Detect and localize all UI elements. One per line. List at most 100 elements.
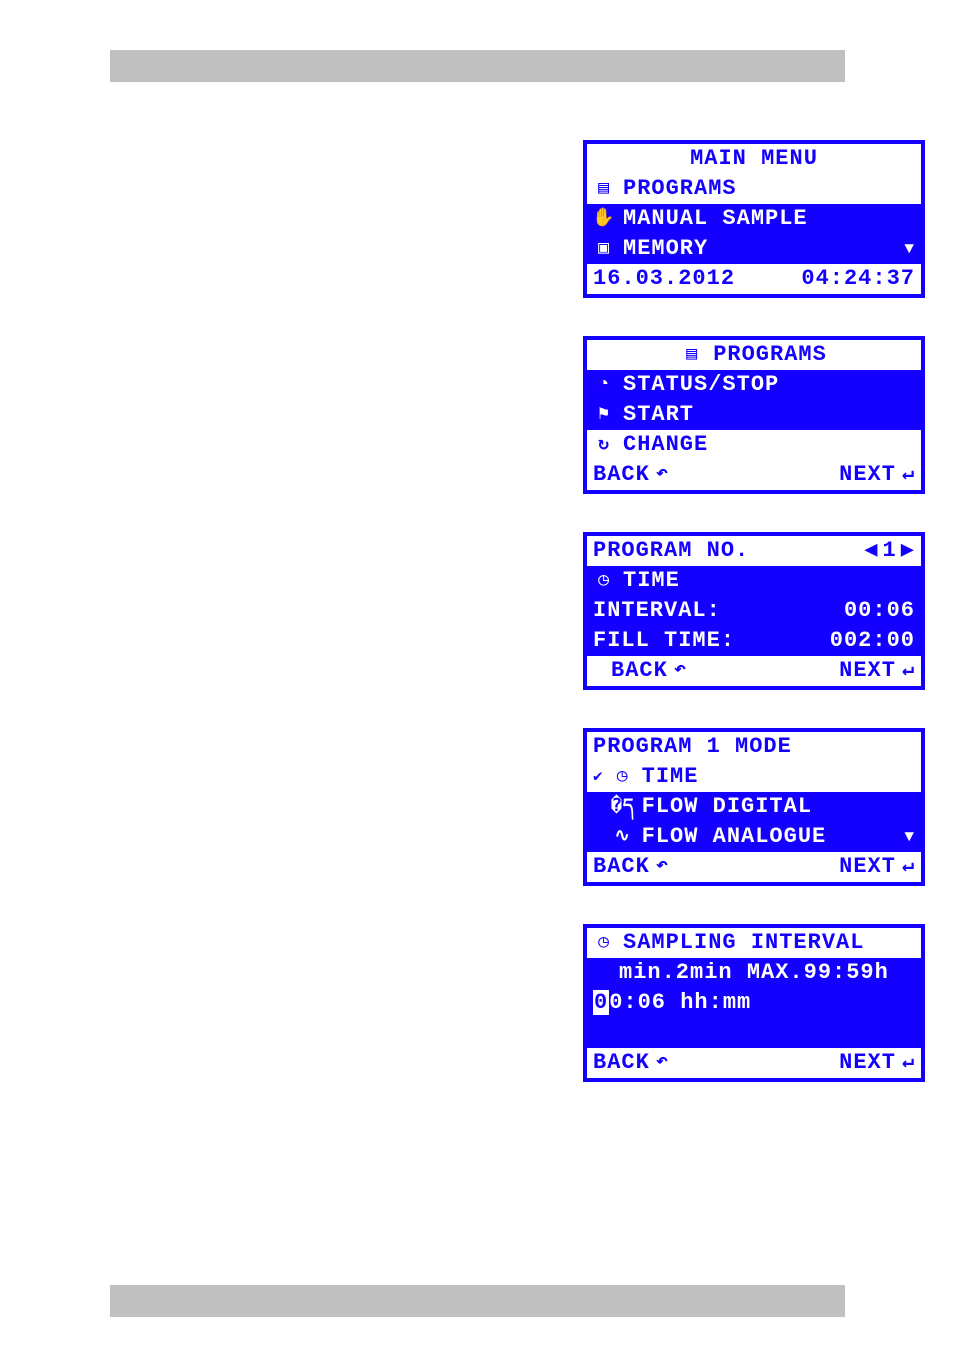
menu-item-status-stop[interactable]: ◔ STATUS/STOP	[587, 370, 921, 400]
next-label: NEXT	[839, 856, 896, 878]
mode-label: TIME	[623, 570, 680, 592]
clock-status-icon: ◔	[593, 376, 615, 394]
menu-label: MEMORY	[623, 238, 708, 260]
date-text: 16.03.2012	[593, 268, 735, 290]
enter-arrow-icon: ↵	[902, 465, 915, 485]
next-button[interactable]: NEXT ↵	[839, 1052, 915, 1074]
program-no-row[interactable]: PROGRAM NO. ◀ 1 ▶	[587, 536, 921, 566]
flag-icon: ⚑	[593, 406, 615, 424]
back-button[interactable]: BACK ↶	[593, 464, 669, 486]
back-button[interactable]: BACK ↶	[593, 660, 687, 682]
scroll-down-icon: ▼	[904, 241, 915, 257]
fill-time-label: FILL TIME:	[593, 630, 735, 652]
nav-bar: BACK ↶ NEXT ↵	[587, 656, 921, 686]
menu-item-start[interactable]: ⚑ START	[587, 400, 921, 430]
title-text: PROGRAMS	[713, 344, 827, 366]
menu-label: CHANGE	[623, 434, 708, 456]
back-arrow-icon: ↶	[656, 1053, 669, 1073]
lcd-program-mode: PROGRAM 1 MODE ✔ ◷ TIME �ད FLOW DIGITAL …	[583, 728, 925, 886]
fill-time-row[interactable]: FILL TIME: 002:00	[587, 626, 921, 656]
mode-item-flow-analogue[interactable]: ∿ FLOW ANALOGUE ▼	[587, 822, 921, 852]
clock-icon: ◷	[593, 934, 615, 952]
back-label: BACK	[593, 464, 650, 486]
doc-icon: ▤	[593, 180, 615, 198]
fill-time-value: 002:00	[830, 630, 915, 652]
next-label: NEXT	[839, 1052, 896, 1074]
title-row: ▤ PROGRAMS	[587, 340, 921, 370]
menu-item-programs[interactable]: ▤ PROGRAMS	[587, 174, 921, 204]
right-arrow-icon[interactable]: ▶	[901, 540, 915, 562]
menu-label: START	[623, 404, 694, 426]
wave-icon: ∿	[612, 828, 634, 846]
left-arrow-icon[interactable]: ◀	[864, 540, 878, 562]
menu-label: PROGRAMS	[623, 178, 737, 200]
mode-time-row[interactable]: ◷ TIME	[587, 566, 921, 596]
nav-bar: BACK ↶ NEXT ↵	[587, 460, 921, 490]
next-label: NEXT	[839, 464, 896, 486]
menu-label: MANUAL SAMPLE	[623, 208, 808, 230]
title-row: MAIN MENU	[587, 144, 921, 174]
title-row: PROGRAM 1 MODE	[587, 732, 921, 762]
mode-item-flow-digital[interactable]: �ད FLOW DIGITAL	[587, 792, 921, 822]
check-placeholder	[593, 829, 604, 845]
value-rest: 0:06 hh:mm	[609, 990, 751, 1015]
range-text: min.2min MAX.99:59h	[619, 962, 889, 984]
nav-bar: BACK ↶ NEXT ↵	[587, 852, 921, 882]
back-label: BACK	[593, 1052, 650, 1074]
next-label: NEXT	[839, 660, 896, 682]
header-gray-bar	[110, 50, 845, 82]
refresh-icon: ↻	[593, 436, 615, 454]
interval-label: INTERVAL:	[593, 600, 721, 622]
menu-label: STATUS/STOP	[623, 374, 779, 396]
back-arrow-icon: ↶	[656, 465, 669, 485]
back-arrow-icon: ↶	[656, 857, 669, 877]
enter-arrow-icon: ↵	[902, 1053, 915, 1073]
doc-icon: ▤	[681, 346, 703, 364]
check-icon: ✔	[593, 769, 604, 785]
time-text: 04:24:37	[801, 268, 915, 290]
program-no-value: 1	[883, 540, 897, 562]
enter-arrow-icon: ↵	[902, 661, 915, 681]
mode-label: FLOW DIGITAL	[642, 796, 812, 818]
mode-item-time[interactable]: ✔ ◷ TIME	[587, 762, 921, 792]
interval-value: 00:06	[844, 600, 915, 622]
lcd-screens-column: MAIN MENU ▤ PROGRAMS ✋ MANUAL SAMPLE ▣ M…	[583, 140, 925, 1082]
next-button[interactable]: NEXT ↵	[839, 464, 915, 486]
back-label: BACK	[593, 856, 650, 878]
check-placeholder	[593, 799, 604, 815]
value-input-row[interactable]: 00:06 hh:mm	[587, 988, 921, 1018]
scroll-down-icon: ▼	[904, 829, 915, 845]
mode-label: FLOW ANALOGUE	[642, 826, 827, 848]
title-text: PROGRAM 1 MODE	[593, 736, 792, 758]
range-row: min.2min MAX.99:59h	[587, 958, 921, 988]
back-button[interactable]: BACK ↶	[593, 856, 669, 878]
back-arrow-icon: ↶	[674, 661, 687, 681]
footer-gray-bar	[110, 1285, 845, 1317]
mode-label: TIME	[642, 766, 699, 788]
menu-item-change[interactable]: ↻ CHANGE	[587, 430, 921, 460]
title-text: SAMPLING INTERVAL	[623, 932, 864, 954]
lcd-main-menu: MAIN MENU ▤ PROGRAMS ✋ MANUAL SAMPLE ▣ M…	[583, 140, 925, 298]
pulse-icon: �ད	[612, 798, 634, 816]
menu-item-manual-sample[interactable]: ✋ MANUAL SAMPLE	[587, 204, 921, 234]
next-button[interactable]: NEXT ↵	[839, 856, 915, 878]
edit-cursor: 0	[593, 990, 609, 1015]
lcd-sampling-interval: ◷ SAMPLING INTERVAL min.2min MAX.99:59h …	[583, 924, 925, 1082]
interval-row[interactable]: INTERVAL: 00:06	[587, 596, 921, 626]
nav-bar: BACK ↶ NEXT ↵	[587, 1048, 921, 1078]
datetime-row: 16.03.2012 04:24:37	[587, 264, 921, 294]
title-row: ◷ SAMPLING INTERVAL	[587, 928, 921, 958]
chip-icon: ▣	[593, 240, 615, 258]
hand-icon: ✋	[593, 210, 615, 228]
back-label: BACK	[611, 660, 668, 682]
lcd-programs: ▤ PROGRAMS ◔ STATUS/STOP ⚑ START ↻ CHANG…	[583, 336, 925, 494]
clock-icon: ◷	[593, 572, 615, 590]
title-text: MAIN MENU	[690, 148, 818, 170]
back-button[interactable]: BACK ↶	[593, 1052, 669, 1074]
program-no-label: PROGRAM NO.	[593, 540, 749, 562]
next-button[interactable]: NEXT ↵	[839, 660, 915, 682]
blank-row	[587, 1018, 921, 1048]
enter-arrow-icon: ↵	[902, 857, 915, 877]
lcd-program-no: PROGRAM NO. ◀ 1 ▶ ◷ TIME INTERVAL: 00:06…	[583, 532, 925, 690]
menu-item-memory[interactable]: ▣ MEMORY ▼	[587, 234, 921, 264]
